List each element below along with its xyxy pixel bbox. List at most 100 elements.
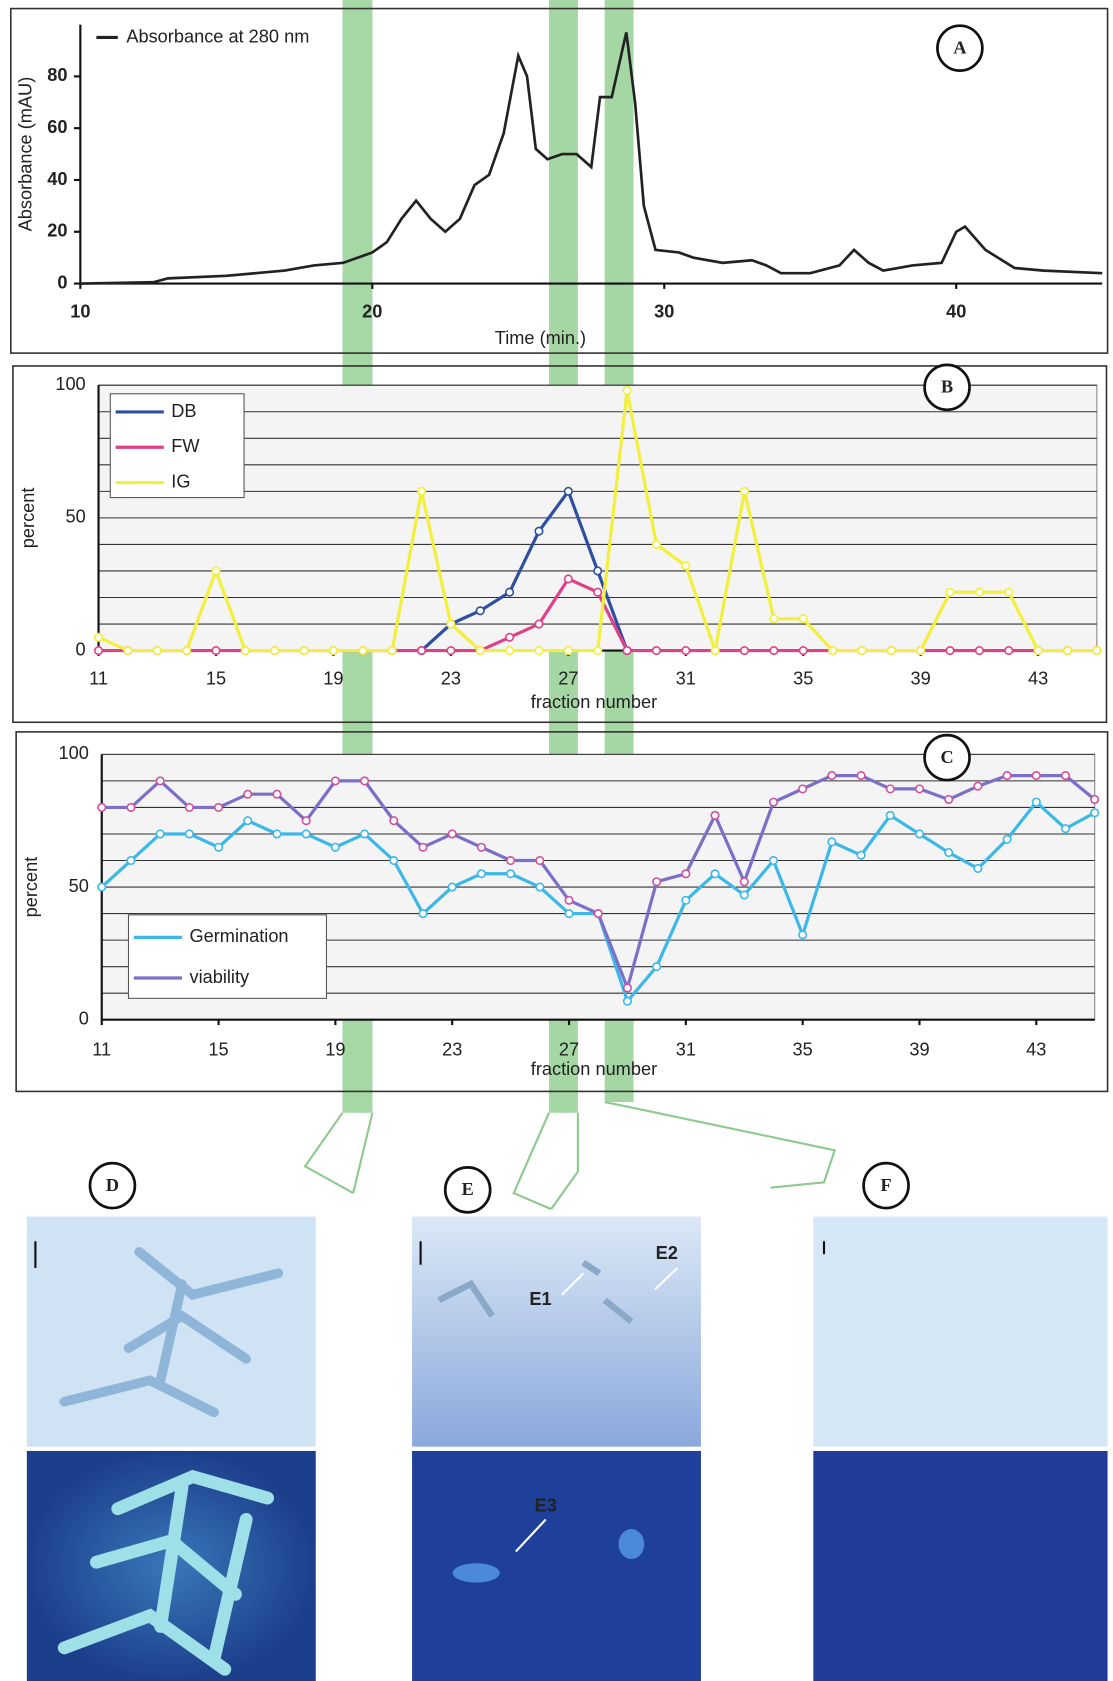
- data-point: [916, 646, 926, 656]
- image-d-fluor-hyphae: [57, 1469, 275, 1676]
- data-point: [476, 869, 486, 879]
- x-tick-label: 39: [909, 1040, 929, 1060]
- series-line: [80, 32, 1103, 285]
- data-point: [301, 816, 311, 826]
- data-point: [828, 646, 838, 656]
- image-e-spot: [452, 1563, 500, 1583]
- data-point: [739, 486, 750, 496]
- x-tick-label: 15: [208, 1040, 228, 1060]
- data-point: [563, 646, 573, 656]
- legend-label: FW: [171, 436, 200, 456]
- x-tick-label: 10: [70, 301, 90, 321]
- panel-frame: [15, 731, 1109, 1093]
- data-point: [593, 566, 603, 576]
- data-point: [240, 646, 250, 656]
- y-axis-label: Absorbance (mAU): [16, 77, 36, 232]
- panel-frame: [9, 7, 1109, 354]
- x-tick-label: 19: [325, 1040, 345, 1060]
- data-point: [535, 855, 545, 866]
- data-point: [593, 909, 603, 919]
- data-point: [299, 646, 309, 656]
- data-point: [446, 619, 456, 629]
- legend-label: Absorbance at 280 nm: [126, 26, 309, 46]
- data-point: [974, 646, 984, 656]
- image-f-bright: [813, 1216, 1108, 1447]
- panel-frame: [12, 365, 1108, 724]
- data-point: [211, 646, 221, 656]
- data-point: [505, 646, 515, 656]
- data-point: [710, 646, 720, 656]
- x-tick-label: 31: [676, 668, 696, 688]
- panel-letter-circle: [443, 1166, 492, 1214]
- data-point: [475, 606, 485, 616]
- data-point: [768, 855, 779, 866]
- x-axis-label: Time (min.): [495, 328, 586, 348]
- data-point: [360, 776, 370, 786]
- data-point: [652, 962, 662, 972]
- x-tick-label: 35: [793, 668, 813, 688]
- data-point: [974, 587, 984, 597]
- panel-letter-circle: [88, 1161, 137, 1210]
- data-point: [1004, 587, 1014, 597]
- image-panels: [26, 1216, 1108, 1681]
- data-point: [563, 574, 573, 584]
- data-point: [945, 646, 955, 656]
- legend-label: DB: [171, 401, 196, 421]
- x-tick-label: 39: [911, 668, 931, 688]
- data-point: [914, 784, 925, 794]
- data-point: [944, 794, 954, 805]
- y-tick-label: 50: [69, 876, 89, 896]
- data-point: [739, 877, 749, 887]
- data-point: [505, 632, 515, 642]
- data-point: [418, 909, 428, 919]
- y-axis-label: percent: [21, 857, 41, 918]
- data-point: [827, 771, 837, 781]
- x-tick-label: 43: [1026, 1040, 1046, 1060]
- data-point: [1031, 771, 1041, 781]
- data-point: [593, 646, 603, 656]
- x-tick-label: 19: [323, 668, 343, 688]
- panel-letter: C: [940, 747, 953, 767]
- legend-label: Germination: [189, 926, 288, 946]
- data-point: [123, 646, 133, 656]
- series-line: [420, 488, 629, 652]
- data-point: [330, 842, 340, 852]
- data-point: [798, 930, 808, 940]
- data-point: [739, 646, 750, 656]
- data-point: [214, 842, 224, 852]
- panel-letter: A: [953, 37, 966, 57]
- y-tick-label: 100: [55, 374, 85, 394]
- data-point: [126, 802, 136, 812]
- data-point: [681, 646, 691, 656]
- panel-letter: B: [941, 377, 953, 397]
- x-tick-label: 23: [442, 1040, 462, 1060]
- data-point: [827, 837, 837, 847]
- data-point: [152, 646, 162, 656]
- image-e-fluor: [412, 1450, 701, 1681]
- band-arrows: [303, 1101, 837, 1211]
- data-point: [416, 646, 427, 656]
- x-tick-label: 11: [89, 668, 108, 688]
- image-e-bright: [412, 1216, 701, 1447]
- data-point: [126, 855, 136, 866]
- data-point: [739, 890, 749, 900]
- data-point: [564, 895, 574, 905]
- data-point: [1002, 771, 1012, 781]
- y-tick-label: 60: [47, 117, 67, 137]
- data-point: [505, 587, 515, 597]
- legend-label: IG: [171, 471, 190, 491]
- data-point: [328, 646, 338, 656]
- data-point: [184, 802, 194, 812]
- data-point: [93, 646, 104, 656]
- data-point: [506, 869, 516, 879]
- panel-letter: D: [106, 1175, 119, 1195]
- data-point: [301, 829, 311, 839]
- data-point: [944, 848, 954, 858]
- y-tick-label: 50: [65, 507, 85, 527]
- image-e-cells: [437, 1259, 634, 1324]
- data-point: [914, 829, 925, 839]
- data-point: [534, 646, 544, 656]
- data-point: [973, 781, 983, 791]
